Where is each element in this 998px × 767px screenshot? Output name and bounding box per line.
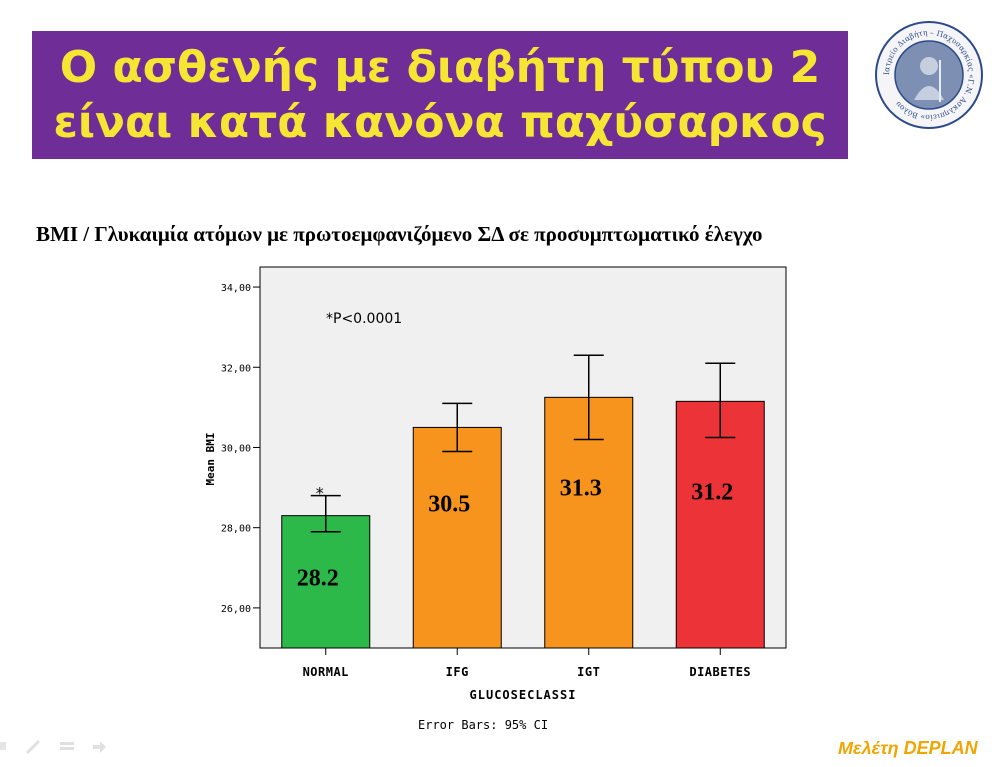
y-tick-label: 28,00 — [221, 524, 251, 535]
slide-next-icon[interactable] — [90, 738, 108, 756]
title-line-1: Ο ασθενής με διαβήτη τύπου 2 — [59, 42, 821, 93]
x-axis: NORMAL IFG IGT DIABETES — [303, 648, 751, 679]
y-tick-label: 26,00 — [221, 604, 251, 615]
menu-icon[interactable] — [58, 738, 76, 756]
data-label-ifg: 30.5 — [428, 491, 470, 517]
y-axis: 26,00 28,00 30,00 32,00 34,00 — [221, 283, 260, 615]
title-line-2: είναι κατά κανόνα παχύσαρκος — [53, 97, 827, 148]
chart-subtitle: BMI / Γλυκαιμία ατόμων με πρωτοεμφανιζόμ… — [36, 222, 763, 246]
hospital-seal-logo: Ιατρείο Διαβήτη – Παχυσαρκίας «Γ.Ν. Ασκλ… — [875, 21, 983, 129]
x-tick-label: IGT — [577, 665, 600, 679]
significance-annotation: *P<0.0001 — [326, 311, 402, 327]
study-credit: Μελέτη DEPLAN — [838, 738, 978, 758]
data-label-diabetes: 31.2 — [691, 479, 733, 505]
error-bars — [310, 354, 736, 533]
bar-diabetes — [675, 400, 765, 649]
data-labels: 28.2 * 30.5 31.3 31.2 — [297, 475, 734, 591]
data-label-normal: 28.2 — [297, 566, 339, 592]
x-tick-label: IFG — [446, 665, 469, 679]
x-tick-label: NORMAL — [303, 665, 349, 679]
x-axis-label: GLUCOSECLASSI — [470, 688, 577, 702]
y-axis-label: Mean BMI — [204, 433, 217, 486]
pen-icon[interactable] — [24, 738, 42, 756]
y-tick-label: 34,00 — [221, 283, 251, 294]
data-label-igt: 31.3 — [560, 475, 602, 501]
y-tick-label: 30,00 — [221, 443, 251, 454]
bmi-bar-chart: 26,00 28,00 30,00 32,00 34,00 28.2 * 30.5 31.3 3… — [204, 266, 787, 732]
error-bars-note: Error Bars: 95% CI — [418, 718, 548, 732]
bar-ifg — [412, 426, 502, 649]
title-banner: Ο ασθενής με διαβήτη τύπου 2 είναι κατά … — [32, 31, 848, 159]
x-tick-label: DIABETES — [689, 665, 751, 679]
bar-normal — [281, 515, 371, 649]
slideshow-controls — [0, 738, 120, 758]
y-tick-label: 32,00 — [221, 363, 251, 374]
bars — [281, 396, 765, 649]
significance-marker: * — [316, 484, 324, 503]
slide-prev-icon[interactable] — [0, 738, 10, 754]
